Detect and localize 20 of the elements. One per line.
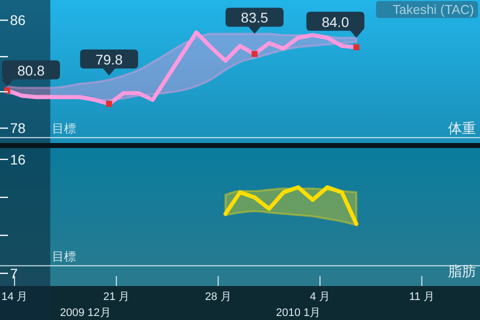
text: 2010 1月 (276, 307, 321, 319)
y-tick-label: 86 (10, 12, 26, 28)
ref-line-label: 目標 (52, 250, 76, 264)
x-tick-label: 4 月 (310, 291, 330, 303)
text: 脂肪 (448, 263, 476, 279)
data-label: 79.8 (95, 52, 123, 68)
text: 体重 (448, 120, 476, 136)
x-tick-label: 21 月 (103, 291, 130, 303)
data-label: 83.5 (240, 10, 268, 26)
x-tick-label: 14 月 (1, 291, 28, 303)
y-tick-label: 78 (10, 120, 26, 136)
annotation: Takeshi (TAC) (392, 2, 474, 17)
ref-line-label: 目標 (52, 122, 76, 136)
data-label: 80.8 (17, 62, 45, 78)
y-tick-label: 7 (10, 265, 18, 282)
data-label: 84.0 (322, 14, 350, 30)
x-tick-label: 11 月 (409, 291, 435, 303)
x-tick-label: 28 月 (205, 291, 232, 303)
text: 2009 12月 (60, 307, 111, 319)
y-tick-label: 16 (10, 151, 26, 168)
